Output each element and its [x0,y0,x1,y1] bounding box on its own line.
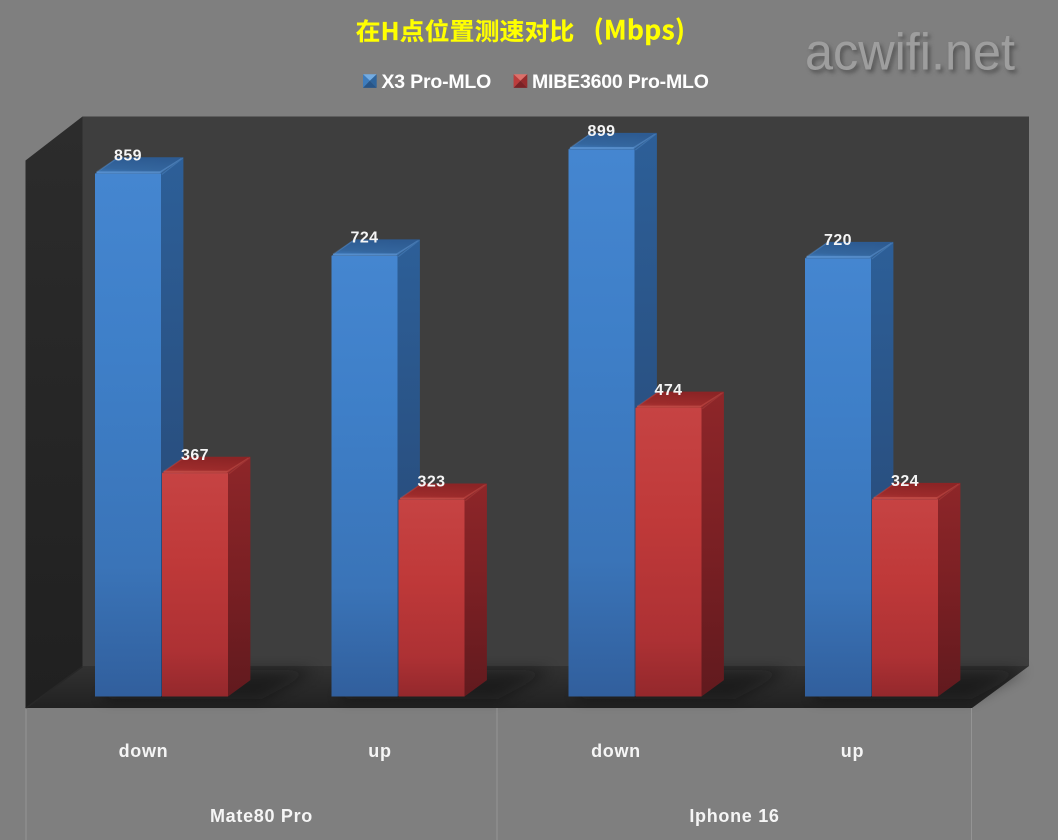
svg-text:Mate80 Pro: Mate80 Pro [210,806,313,826]
svg-text:324: 324 [891,473,919,490]
svg-text:474: 474 [655,382,683,399]
svg-text:899: 899 [588,123,616,140]
svg-text:down: down [119,741,169,761]
svg-text:323: 323 [418,474,446,491]
svg-text:acwifi.net: acwifi.net [805,24,1016,82]
svg-text:Iphone 16: Iphone 16 [689,806,779,826]
svg-text:859: 859 [114,147,142,164]
svg-text:up: up [368,741,391,761]
svg-text:down: down [591,741,641,761]
svg-text:X3 Pro-MLO: X3 Pro-MLO [382,71,492,93]
svg-text:720: 720 [824,232,852,249]
svg-text:724: 724 [351,230,379,247]
svg-text:367: 367 [181,447,209,464]
svg-text:MIBE3600 Pro-MLO: MIBE3600 Pro-MLO [532,71,709,93]
svg-text:up: up [841,741,864,761]
